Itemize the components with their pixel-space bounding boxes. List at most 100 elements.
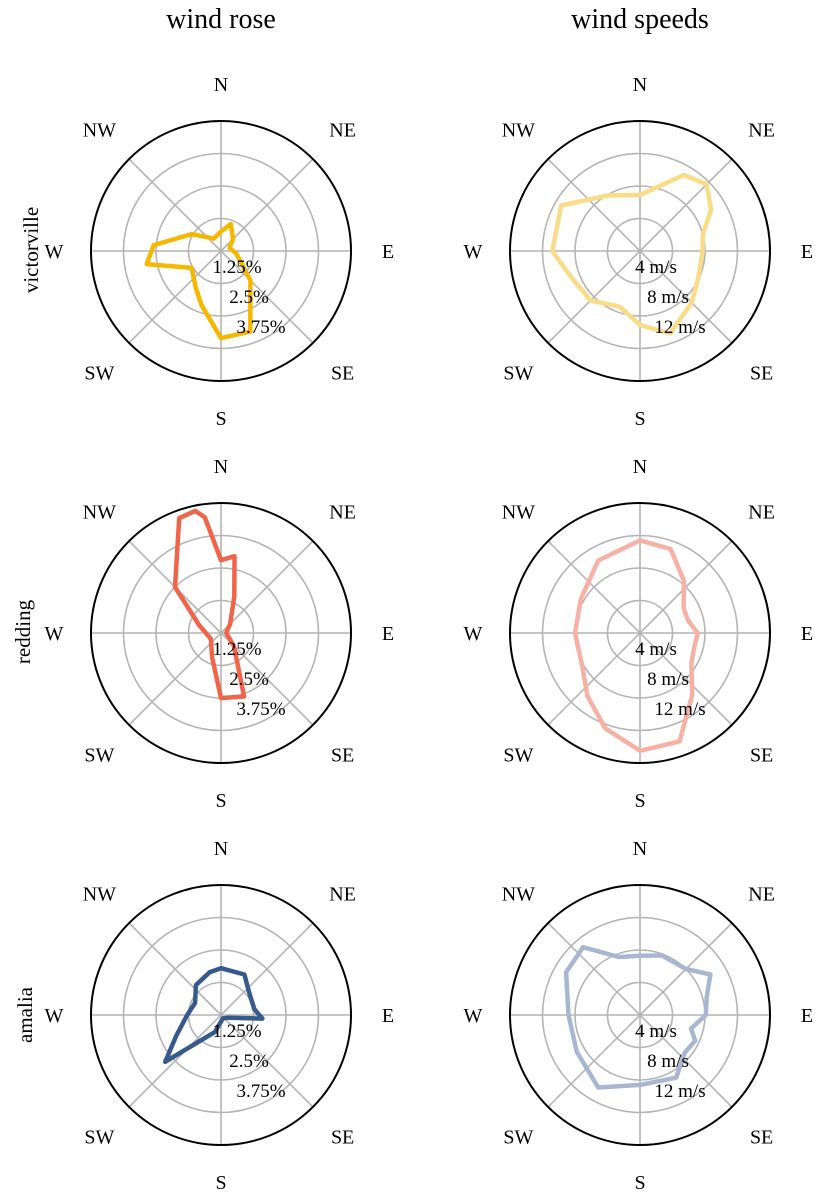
compass-label-ne: NE [329,119,356,141]
compass-label-nw: NW [83,501,116,523]
compass-label-ne: NE [329,501,356,523]
ring-label: 3.75% [236,317,285,338]
compass-label-n: N [214,74,228,96]
ring-label: 3.75% [236,699,285,720]
compass-label-nw: NW [502,501,535,523]
compass-label-n: N [633,456,647,478]
row-label-victorville: victorville [19,207,43,293]
compass-label-s: S [215,1172,226,1194]
compass-label-w: W [45,1005,64,1027]
ring-label: 3.75% [236,1081,285,1102]
grid-ring [541,916,739,1114]
polar-frame [509,502,771,764]
compass-label-w: W [464,623,483,645]
compass-label-w: W [464,1005,483,1027]
compass-label-se: SE [750,363,773,385]
polar-plot-redding-speeds: 4 m/s 8 m/s 12 m/s N NE E SE S SW W NW [464,456,814,812]
row-label-amalia: amalia [13,986,37,1043]
compass-label-e: E [382,623,394,645]
compass-label-e: E [801,241,813,263]
compass-label-se: SE [331,745,354,767]
compass-label-n: N [633,838,647,860]
compass-label-nw: NW [83,883,116,905]
compass-label-s: S [634,408,645,430]
grid-ring [187,217,255,285]
ring-label: 4 m/s [635,1021,677,1042]
grid-ring [606,217,674,285]
grid-ring [155,949,287,1081]
grid-ring [574,185,706,317]
compass-label-se: SE [750,1127,773,1149]
polar-frame [509,884,771,1146]
grid-ring [155,185,287,317]
column-title-wind-rose: wind rose [166,4,276,35]
compass-label-ne: NE [748,501,775,523]
series-line-redding-rose [172,508,247,701]
compass-label-sw: SW [84,1127,114,1149]
polar-frame [90,502,352,764]
compass-label-s: S [634,790,645,812]
compass-label-sw: SW [503,363,533,385]
polar-plot-redding-rose: 1.25% 2.5% 3.75% N NE E SE S SW W NW [45,456,395,812]
ring-label: 12 m/s [654,317,705,338]
compass-label-n: N [633,74,647,96]
ring-label: 2.5% [229,287,269,308]
grid-ring [122,916,320,1114]
ring-label: 12 m/s [654,699,705,720]
polar-plot-victorville-rose: 1.25% 2.5% 3.75% N NE E SE S SW W NW [45,74,395,430]
compass-label-s: S [215,408,226,430]
compass-label-se: SE [331,1127,354,1149]
polar-frame [90,884,352,1146]
polar-frame [90,120,352,382]
compass-label-s: S [634,1172,645,1194]
compass-label-w: W [45,623,64,645]
compass-label-se: SE [750,745,773,767]
compass-label-e: E [382,1005,394,1027]
grid-ring [606,981,674,1049]
ring-label: 8 m/s [647,1051,689,1072]
ring-label: 4 m/s [635,257,677,278]
compass-label-nw: NW [502,119,535,141]
ring-label: 4 m/s [635,639,677,660]
ring-label: 2.5% [229,669,269,690]
polar-plot-amalia-speeds: 4 m/s 8 m/s 12 m/s N NE E SE S SW W NW [464,838,814,1194]
compass-label-sw: SW [84,363,114,385]
compass-label-s: S [215,790,226,812]
ring-label: 1.25% [212,257,261,278]
compass-label-nw: NW [83,119,116,141]
polar-frame [509,120,771,382]
grid-ring [122,534,320,732]
compass-label-sw: SW [84,745,114,767]
compass-label-e: E [382,241,394,263]
series-line-redding-speeds [572,538,700,754]
series-line-amalia-rose [162,965,265,1065]
column-title-wind-speeds: wind speeds [571,4,709,35]
compass-label-ne: NE [748,883,775,905]
compass-label-n: N [214,456,228,478]
compass-label-nw: NW [502,883,535,905]
compass-label-w: W [464,241,483,263]
ring-label: 1.25% [212,1021,261,1042]
ring-label: 1.25% [212,639,261,660]
grid-ring [606,599,674,667]
series-line-amalia-speeds [563,944,713,1090]
polar-plot-amalia-rose: 1.25% 2.5% 3.75% N NE E SE S SW W NW [45,838,395,1194]
ring-label: 8 m/s [647,287,689,308]
ring-label: 12 m/s [654,1081,705,1102]
row-label-redding: redding [11,599,35,664]
compass-label-w: W [45,241,64,263]
ring-label: 2.5% [229,1051,269,1072]
series-line-victorville-rose [144,221,253,341]
grid-ring [122,152,320,350]
grid-ring [541,152,739,350]
polar-plot-victorville-speeds: 4 m/s 8 m/s 12 m/s N NE E SE S SW W NW [464,74,814,430]
grid-ring [541,534,739,732]
compass-label-sw: SW [503,1127,533,1149]
grid-ring [187,599,255,667]
compass-label-sw: SW [503,745,533,767]
compass-label-ne: NE [748,119,775,141]
series-line-victorville-speeds [550,172,714,336]
